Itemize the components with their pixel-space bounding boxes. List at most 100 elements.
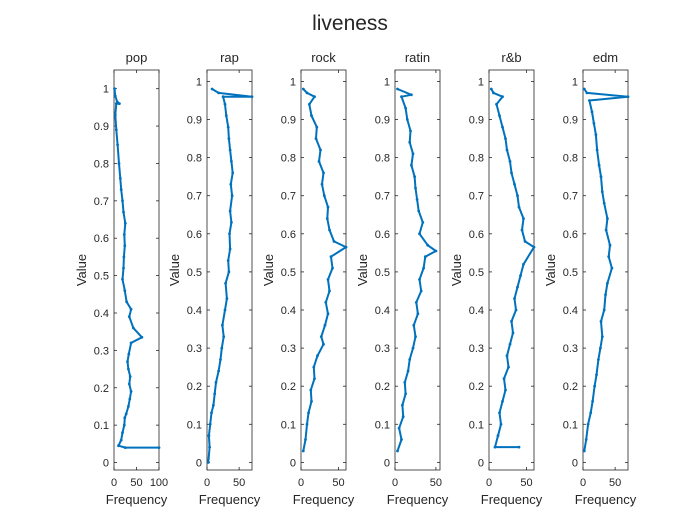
y-tick-label: 0.5 bbox=[469, 267, 484, 279]
x-axis-label: Frequency bbox=[199, 492, 261, 507]
y-tick-label: 0.2 bbox=[375, 381, 390, 393]
y-tick-label: 0 bbox=[478, 457, 484, 469]
data-point bbox=[496, 434, 500, 438]
data-point bbox=[221, 323, 224, 327]
data-point bbox=[301, 87, 305, 91]
y-tick-label: 0.3 bbox=[469, 343, 484, 355]
data-point bbox=[116, 143, 119, 147]
data-point bbox=[516, 194, 519, 198]
data-point bbox=[329, 255, 333, 259]
x-axis-label: Frequency bbox=[387, 492, 449, 507]
y-tick-label: 0 bbox=[290, 457, 296, 469]
data-point bbox=[410, 93, 413, 97]
data-point bbox=[122, 423, 126, 427]
y-tick-label: 0.7 bbox=[469, 191, 484, 203]
data-point bbox=[121, 199, 124, 203]
data-point bbox=[313, 95, 316, 99]
data-point bbox=[588, 99, 591, 102]
data-point bbox=[328, 289, 331, 293]
data-point bbox=[131, 326, 135, 330]
data-point bbox=[324, 301, 328, 304]
data-point bbox=[127, 352, 131, 356]
data-point bbox=[322, 194, 326, 198]
data-point bbox=[226, 125, 230, 129]
y-tick-label: 0.6 bbox=[281, 229, 296, 241]
x-axis-label: Frequency bbox=[106, 492, 168, 507]
data-point bbox=[595, 148, 599, 152]
y-tick-label: 0.7 bbox=[375, 191, 390, 203]
data-point bbox=[397, 426, 401, 430]
data-point bbox=[310, 114, 313, 118]
y-axis-label: Value bbox=[261, 254, 276, 286]
data-point bbox=[210, 411, 213, 415]
data-point bbox=[118, 177, 122, 180]
data-point bbox=[602, 308, 606, 312]
data-point bbox=[212, 403, 215, 407]
data-point bbox=[501, 125, 504, 129]
data-point bbox=[606, 217, 609, 221]
data-point bbox=[123, 244, 127, 248]
y-axis-label: Value bbox=[355, 254, 370, 286]
figure-title: liveness bbox=[312, 12, 388, 35]
y-tick-label: 0.8 bbox=[375, 153, 390, 165]
data-point bbox=[127, 382, 131, 386]
data-point bbox=[206, 461, 210, 464]
y-tick-label: 0.4 bbox=[469, 305, 484, 317]
data-point bbox=[493, 445, 497, 449]
data-point bbox=[157, 446, 161, 449]
y-tick-label: 0.6 bbox=[469, 229, 484, 241]
plot-area-frame bbox=[488, 69, 535, 471]
data-point bbox=[532, 245, 536, 249]
data-point bbox=[510, 171, 513, 175]
data-point bbox=[408, 358, 412, 361]
data-point bbox=[225, 297, 229, 300]
data-point bbox=[126, 405, 130, 408]
data-point bbox=[582, 449, 586, 453]
y-tick-label: 0.1 bbox=[281, 419, 296, 431]
data-point bbox=[129, 341, 133, 345]
data-point bbox=[514, 308, 518, 312]
y-tick-label: 0.2 bbox=[469, 381, 484, 393]
data-point bbox=[332, 240, 336, 243]
data-point bbox=[219, 358, 222, 361]
x-axis-label: Frequency bbox=[575, 492, 637, 507]
data-point bbox=[408, 141, 412, 144]
data-point bbox=[310, 400, 313, 403]
data-point bbox=[331, 266, 334, 270]
x-axis-label: Frequency bbox=[481, 492, 543, 507]
data-point bbox=[315, 125, 319, 129]
data-point bbox=[593, 384, 596, 388]
data-point bbox=[326, 278, 330, 281]
data-point bbox=[501, 400, 504, 403]
y-tick-label: 0 bbox=[196, 457, 202, 469]
data-point bbox=[508, 160, 512, 163]
data-point bbox=[599, 346, 602, 350]
data-point bbox=[599, 175, 603, 179]
y-tick-label: 0.5 bbox=[563, 267, 578, 279]
data-point bbox=[121, 277, 124, 281]
data-point bbox=[510, 320, 513, 323]
data-point bbox=[221, 95, 225, 99]
data-point bbox=[400, 95, 403, 99]
data-point bbox=[217, 369, 221, 373]
data-point bbox=[313, 377, 316, 380]
y-tick-label: 0.2 bbox=[281, 381, 296, 393]
data-point bbox=[319, 148, 322, 152]
data-point bbox=[517, 205, 521, 209]
y-tick-label: 0.3 bbox=[375, 343, 390, 355]
data-point bbox=[412, 323, 416, 327]
data-point bbox=[626, 95, 630, 99]
data-point bbox=[415, 198, 419, 201]
data-point bbox=[118, 102, 121, 105]
data-point bbox=[129, 307, 133, 311]
data-point bbox=[405, 118, 409, 121]
data-point bbox=[230, 160, 233, 163]
data-point bbox=[250, 95, 254, 99]
data-point bbox=[217, 91, 221, 95]
data-point bbox=[595, 373, 598, 377]
data-point bbox=[434, 249, 438, 253]
data-point bbox=[592, 121, 596, 125]
data-point bbox=[320, 182, 324, 186]
y-tick-label: 0.9 bbox=[469, 115, 484, 127]
